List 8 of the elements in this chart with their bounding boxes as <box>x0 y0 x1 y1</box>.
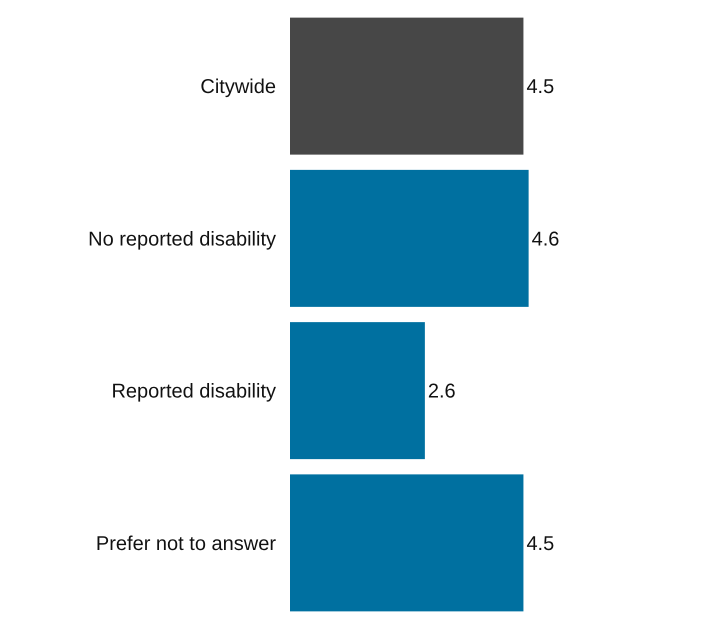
data-label: 4.6 <box>532 228 560 250</box>
y-tick-label: Prefer not to answer <box>96 532 276 555</box>
data-label: 4.5 <box>526 76 554 98</box>
data-label: 2.6 <box>428 380 456 403</box>
y-tick-label: Citywide <box>200 76 276 98</box>
y-tick-label: No reported disability <box>88 228 276 250</box>
y-tick-label: Reported disability <box>111 380 276 403</box>
data-label: 4.5 <box>526 532 554 555</box>
